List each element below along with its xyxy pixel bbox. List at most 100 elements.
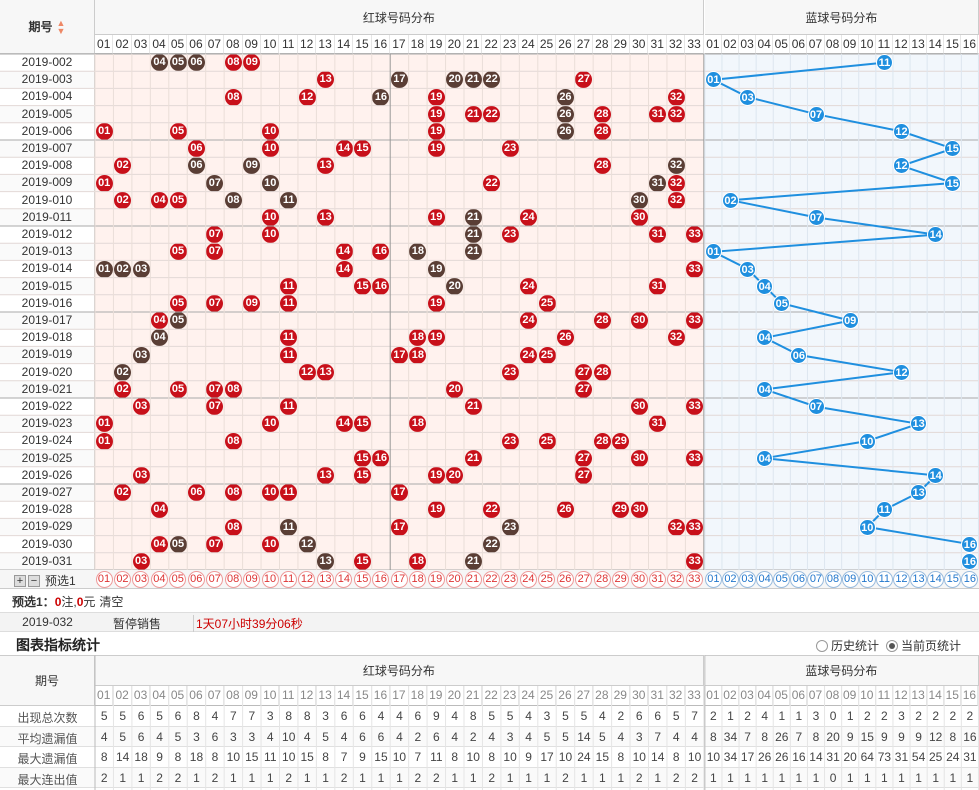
period-label: 2019-026 (0, 466, 95, 484)
blue-zone-bg (704, 54, 979, 570)
preselect-blue-ball[interactable]: 13 (910, 571, 928, 588)
preselect-red-ball[interactable]: 16 (372, 571, 390, 588)
stats-red-value: 8 (174, 750, 182, 764)
expand-icon[interactable]: + (14, 574, 26, 587)
radio-icon[interactable] (816, 639, 828, 652)
collapse-icon[interactable]: − (28, 574, 40, 587)
period-label: 2019-024 (0, 432, 95, 450)
stats-blue-value: 54 (911, 750, 926, 764)
stats-red-value: 8 (100, 750, 108, 764)
preselect-blue-ball[interactable]: 16 (961, 571, 979, 588)
preselect-blue-ball[interactable]: 01 (704, 571, 722, 588)
preselect-red-ball[interactable]: 13 (316, 571, 334, 588)
stats-red-number-header: 24 (519, 686, 538, 706)
preselect-red-ball[interactable]: 21 (464, 571, 482, 588)
stats-red-number-header: 32 (666, 686, 686, 706)
preselect-red-ball[interactable]: 03 (132, 571, 150, 588)
preselect-red-ball[interactable]: 28 (593, 571, 611, 588)
preselect-red-ball[interactable]: 14 (335, 571, 353, 588)
preselect-red-ball[interactable]: 25 (538, 571, 556, 588)
preselect-blue-ball[interactable]: 12 (892, 571, 910, 588)
preselect-red-ball[interactable]: 29 (612, 571, 630, 588)
preselect-blue-ball[interactable]: 09 (841, 571, 859, 588)
preselect-red-ball[interactable]: 33 (685, 571, 703, 588)
preselect-blue-ball[interactable]: 11 (875, 571, 893, 588)
red-ball: 08 (224, 191, 242, 209)
radio-icon[interactable] (886, 639, 898, 652)
preselect-red-ball[interactable]: 24 (519, 571, 537, 588)
preselect-red-ball[interactable]: 09 (243, 571, 261, 588)
red-ball: 01 (95, 260, 113, 278)
preselect-red-ball[interactable]: 32 (667, 571, 685, 588)
stats-blue-value: 8 (710, 729, 717, 744)
preselect-blue-ball[interactable]: 15 (944, 571, 962, 588)
red-ball: 01 (95, 174, 113, 192)
preselect-red-ball[interactable]: 07 (206, 571, 224, 588)
preselect-red-ball[interactable]: 27 (575, 571, 593, 588)
red-number-header: 23 (500, 35, 520, 54)
preselect-blue-ball[interactable]: 03 (739, 571, 757, 588)
red-number-header: 32 (666, 35, 686, 54)
blue-ball: 01 (704, 243, 722, 261)
preselect-red-ball[interactable]: 19 (427, 571, 445, 588)
preselect-blue-ball[interactable]: 02 (721, 571, 739, 588)
stats-red-value: 4 (396, 729, 403, 744)
red-number-header: 29 (611, 35, 631, 54)
red-ball: 33 (686, 449, 704, 467)
red-ball: 17 (390, 346, 408, 364)
period-header[interactable]: 期号 ▲ ▼ (0, 0, 95, 54)
preselect-red-ball[interactable]: 04 (150, 571, 168, 588)
current-page-stats-radio[interactable]: 当前页统计 (886, 637, 961, 654)
red-ball: 16 (372, 88, 390, 106)
stats-red-number-header: 06 (187, 686, 206, 706)
preselect-red-ball[interactable]: 20 (446, 571, 464, 588)
preselect-red-ball[interactable]: 15 (353, 571, 371, 588)
preselect-blue-ball[interactable]: 06 (790, 571, 808, 588)
preselect-red-ball[interactable]: 01 (95, 571, 113, 588)
stats-red-value: 7 (248, 709, 256, 723)
preselect-blue-ball[interactable]: 14 (927, 571, 945, 588)
preselect-red-ball[interactable]: 23 (501, 571, 519, 588)
preselect-red-ball[interactable]: 17 (390, 571, 408, 588)
preselect-red-ball[interactable]: 08 (224, 571, 242, 588)
stats-red-number-header: 10 (261, 686, 280, 706)
preselect-red-ball[interactable]: 18 (409, 571, 427, 588)
sort-icon[interactable]: ▲ ▼ (56, 17, 66, 36)
blue-ball: 12 (893, 363, 910, 381)
red-ball: 24 (520, 346, 538, 364)
preselect-blue-ball[interactable]: 08 (824, 571, 842, 588)
red-ball: 32 (667, 157, 685, 175)
preselect-red-ball[interactable]: 30 (630, 571, 648, 588)
stats-blue-value: 15 (860, 729, 874, 744)
stats-red-value: 4 (266, 729, 274, 744)
preselect-blue-ball[interactable]: 07 (807, 571, 825, 588)
stats-red-number-header: 16 (371, 686, 391, 706)
preselect-blue-ball[interactable]: 04 (756, 571, 774, 588)
history-stats-radio[interactable]: 历史统计 (816, 637, 879, 654)
preselect-red-ball[interactable]: 12 (298, 571, 316, 588)
red-ball: 14 (335, 243, 353, 261)
stats-red-value: 11 (264, 750, 277, 764)
stats-red-value: 1 (266, 770, 274, 785)
red-ball: 05 (169, 243, 187, 261)
preselect-red-ball[interactable]: 05 (169, 571, 187, 588)
preselect-red-ball[interactable]: 06 (187, 571, 205, 588)
clear-button[interactable]: 清空 (99, 595, 124, 609)
preselect-blue-ball[interactable]: 05 (773, 571, 791, 588)
stats-row (0, 726, 979, 747)
preselect-blue-ball[interactable]: 10 (858, 571, 876, 588)
stats-red-value: 1 (506, 770, 514, 785)
stats-red-value: 4 (672, 729, 680, 744)
stats-red-value: 10 (282, 750, 296, 764)
preselect-red-ball[interactable]: 31 (649, 571, 666, 588)
countdown: 1天07小时39分06秒 (193, 615, 303, 632)
stats-blue-value: 1 (795, 709, 803, 723)
preselect-red-ball[interactable]: 02 (113, 571, 131, 588)
stats-row-label: 最大遗漏值 (17, 752, 78, 766)
preselect-red-ball[interactable]: 26 (556, 571, 574, 588)
preselect-red-ball[interactable]: 22 (482, 571, 500, 588)
stats-blue-value: 26 (758, 750, 772, 764)
preselect-red-ball[interactable]: 10 (261, 571, 279, 588)
preselect-red-ball[interactable]: 11 (280, 571, 297, 588)
